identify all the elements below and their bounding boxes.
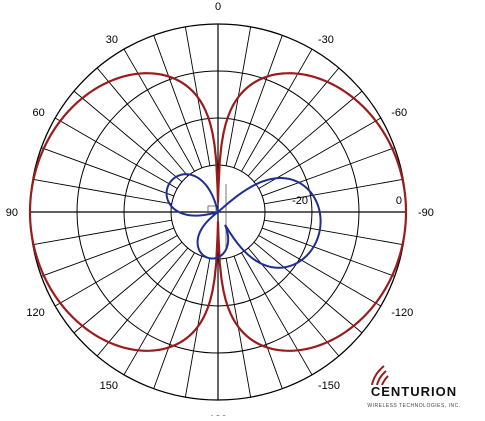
spoke (73, 241, 183, 334)
angle-tick-label: 30 (106, 34, 118, 46)
antenna-waves-icon (371, 365, 389, 386)
spoke (41, 227, 174, 277)
spoke (73, 90, 183, 183)
spoke (54, 117, 178, 189)
spoke (264, 178, 404, 205)
angle-tick-label: -120 (391, 307, 413, 319)
spoke (96, 67, 189, 177)
angle-tick-label: -90 (418, 207, 434, 219)
spoke (153, 256, 203, 389)
spoke (264, 219, 404, 246)
series-layer (28, 72, 408, 352)
spoke (241, 48, 313, 172)
spoke (123, 252, 195, 376)
logo-tagline: WIRELESS TECHNOLOGIES, INC. (367, 403, 461, 409)
spoke (32, 219, 172, 246)
tick-labels: 0306090120150180-150-120-90-60-30-200 (6, 1, 434, 421)
spoke (153, 35, 203, 168)
angle-tick-label: 120 (26, 307, 44, 319)
angle-tick-label: 150 (100, 380, 118, 392)
spoke (258, 235, 382, 307)
spoke (262, 227, 395, 277)
angle-tick-label: 60 (33, 107, 45, 119)
angle-tick-label: 90 (6, 207, 18, 219)
spoke (54, 235, 178, 307)
spoke (258, 117, 382, 189)
spoke (32, 178, 172, 205)
angle-tick-label: -30 (318, 34, 334, 46)
spoke (41, 147, 174, 197)
spoke (253, 241, 363, 334)
spoke (233, 256, 283, 389)
angle-tick-label: -150 (318, 380, 340, 392)
spoke (247, 247, 340, 357)
ring-label: 0 (396, 195, 402, 207)
series-blue-pattern (165, 173, 322, 269)
spoke (241, 252, 313, 376)
spoke (123, 48, 195, 172)
logo-name: CENTURION (370, 384, 458, 399)
spoke (262, 147, 395, 197)
ring-label: -20 (292, 195, 308, 207)
spoke (96, 247, 189, 357)
series-red-pattern (28, 72, 408, 352)
centurion-logo: CENTURION WIRELESS TECHNOLOGIES, INC. (344, 362, 484, 416)
spoke (247, 67, 340, 177)
spoke (253, 90, 363, 183)
angle-tick-label: 0 (215, 1, 221, 13)
angle-tick-label: -60 (391, 107, 407, 119)
spoke (233, 35, 283, 168)
